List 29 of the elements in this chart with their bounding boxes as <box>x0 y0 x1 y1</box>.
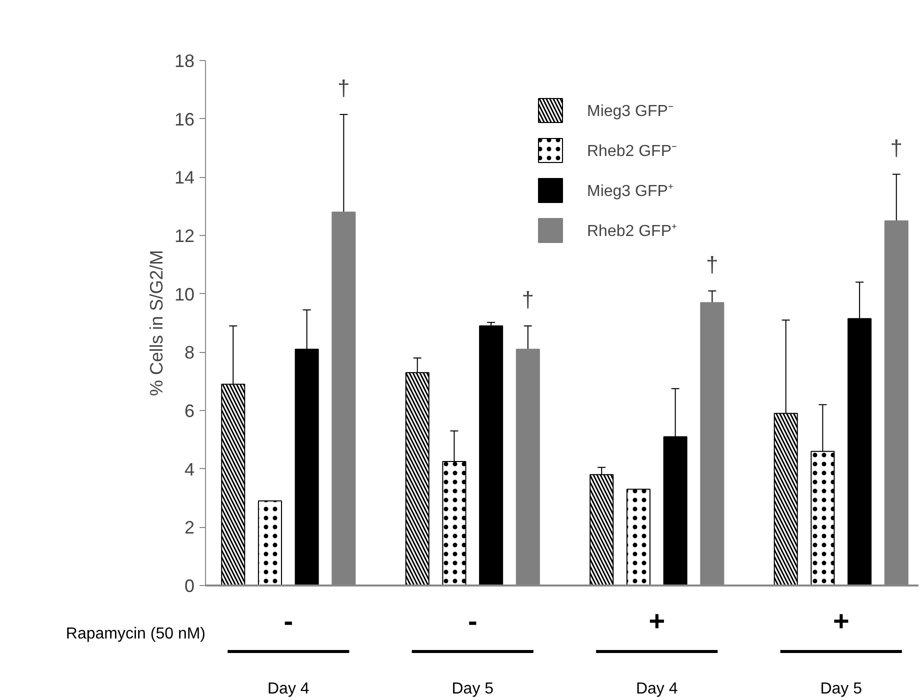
y-axis-title: % Cells in S/G2/M <box>146 250 166 396</box>
annotation: † <box>522 286 534 312</box>
x-tick-label: Day 4 <box>636 680 678 698</box>
x-tick-label: Day 5 <box>452 680 494 698</box>
y-tick-label: 16 <box>174 109 195 130</box>
text: + <box>832 606 850 636</box>
x-tick-label: Day 5 <box>820 680 862 698</box>
legend-label: Mieg3 GFP⁻ <box>587 102 673 121</box>
annotation: † <box>890 135 903 160</box>
x-tick-label: Day 4 <box>268 680 310 698</box>
y-tick-label: 10 <box>174 284 195 304</box>
y-tick-label: 4 <box>184 459 195 480</box>
text: Rapamycin (50 nM) <box>66 626 206 642</box>
y-tick-label: 18 <box>174 51 195 71</box>
text: + <box>648 606 666 636</box>
y-tick-label: 0 <box>184 576 195 596</box>
text: - <box>468 606 478 636</box>
y-tick-label: 12 <box>174 226 195 246</box>
y-tick-label: 6 <box>184 401 195 421</box>
y-tick-label: 8 <box>184 342 195 363</box>
legend-label: Rheb2 GFP⁻ <box>587 142 676 161</box>
text: - <box>284 606 294 636</box>
bar <box>479 325 504 586</box>
y-tick-label: 14 <box>174 168 195 188</box>
annotation: † <box>338 75 350 100</box>
annotation: † <box>706 252 718 277</box>
y-tick-label: 2 <box>184 518 195 538</box>
legend-label: Rheb2 GFP⁺ <box>587 222 676 241</box>
legend-label: Mieg3 GFP⁺ <box>587 182 673 201</box>
